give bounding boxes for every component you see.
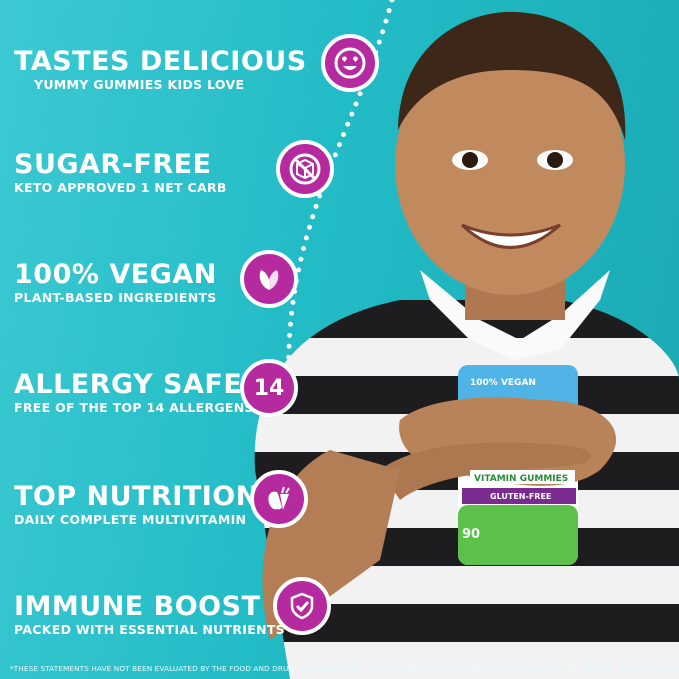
feature-subtitle: PACKED WITH ESSENTIAL NUTRIENTS bbox=[14, 622, 285, 637]
jar-label: VITAMIN GUMMIES bbox=[474, 474, 568, 484]
boy-face bbox=[395, 35, 625, 295]
feature-immune-boost: IMMUNE BOOST PACKED WITH ESSENTIAL NUTRI… bbox=[14, 591, 285, 638]
collar bbox=[420, 270, 610, 360]
feature-top-nutrition: TOP NUTRITION DAILY COMPLETE MULTIVITAMI… bbox=[14, 481, 259, 528]
feature-title: TASTES DELICIOUS bbox=[14, 46, 307, 77]
feature-subtitle: YUMMY GUMMIES KIDS LOVE bbox=[34, 77, 245, 92]
apple-carrot-icon bbox=[250, 470, 308, 528]
number-14-icon: 14 bbox=[240, 359, 298, 417]
feature-title: 100% VEGAN bbox=[14, 259, 217, 290]
leaves-icon bbox=[240, 250, 298, 308]
fda-disclaimer: *THESE STATEMENTS HAVE NOT BEEN EVALUATE… bbox=[10, 664, 679, 673]
feature-title: TOP NUTRITION bbox=[14, 481, 259, 512]
feature-title: SUGAR-FREE bbox=[14, 149, 212, 180]
feature-title: IMMUNE BOOST bbox=[14, 591, 261, 622]
feature-subtitle: FREE OF THE TOP 14 ALLERGENS bbox=[14, 400, 254, 415]
feature-100-vegan: 100% VEGAN PLANT-BASED INGREDIENTS bbox=[14, 259, 217, 306]
feature-subtitle: DAILY COMPLETE MULTIVITAMIN bbox=[14, 512, 247, 527]
feature-subtitle: KETO APPROVED 1 NET CARB bbox=[14, 180, 227, 195]
feature-tastes-delicious: TASTES DELICIOUS YUMMY GUMMIES KIDS LOVE bbox=[14, 46, 307, 93]
smiley-heart-eyes-icon bbox=[321, 34, 379, 92]
icon-number: 14 bbox=[253, 375, 285, 401]
feature-subtitle: PLANT-BASED INGREDIENTS bbox=[14, 290, 217, 305]
jar-count: 90 bbox=[462, 527, 480, 542]
jar-tagline: GLUTEN-FREE bbox=[490, 492, 551, 501]
no-sugar-cube-icon bbox=[276, 140, 334, 198]
jar-badge: 100% VEGAN bbox=[470, 378, 536, 388]
shield-check-icon bbox=[273, 577, 331, 635]
hair bbox=[398, 11, 626, 140]
feature-sugar-free: SUGAR-FREE KETO APPROVED 1 NET CARB bbox=[14, 149, 227, 196]
feature-allergy-safe: ALLERGY SAFE FREE OF THE TOP 14 ALLERGEN… bbox=[14, 369, 254, 416]
feature-title: ALLERGY SAFE bbox=[14, 369, 243, 400]
